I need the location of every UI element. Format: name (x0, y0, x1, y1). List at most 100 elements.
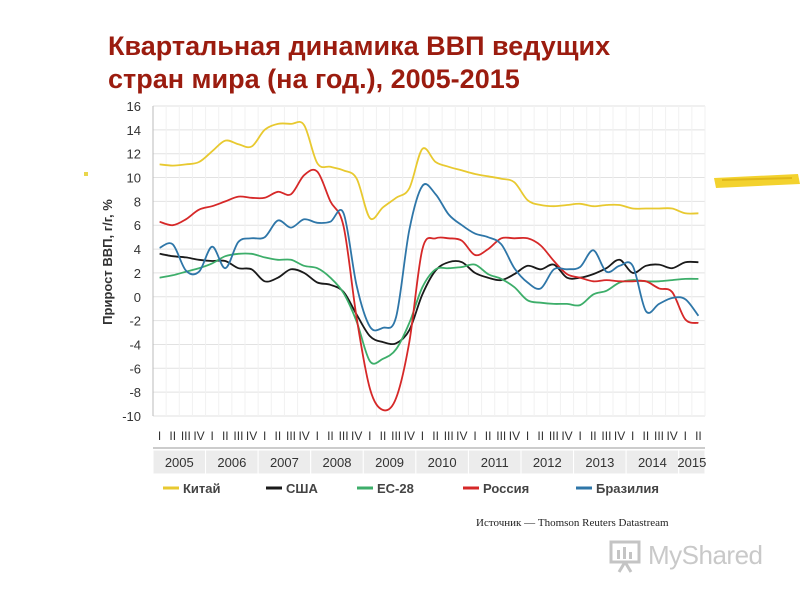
title-line-1: Квартальная динамика ВВП ведущих (108, 31, 611, 61)
logo-text: MyShared (648, 540, 763, 570)
quarter-label: IV (193, 429, 204, 443)
year-label: 2008 (323, 455, 352, 470)
quarter-label: II (643, 429, 650, 443)
year-cell (152, 449, 207, 475)
title-line-2: стран мира (на год.), 2005-2015 (108, 64, 520, 94)
series-line-3 (159, 252, 699, 365)
year-cell (362, 449, 417, 475)
y-axis-label: Прирост ВВП, г/г, % (100, 199, 115, 325)
quarter-label: II (537, 429, 544, 443)
quarter-label: IV (351, 429, 362, 443)
quarter-label: IV (509, 429, 520, 443)
y-tick-label: 6 (134, 218, 141, 233)
year-label: 2009 (375, 455, 404, 470)
quarter-label: II (432, 429, 439, 443)
y-tick-label: 12 (127, 147, 141, 162)
quarter-label: III (339, 429, 349, 443)
quarter-label: IV (298, 429, 309, 443)
legend-label: Бразилия (596, 481, 659, 496)
quarter-label: IV (246, 429, 257, 443)
year-cell (678, 449, 706, 475)
grid-lines (152, 105, 706, 417)
y-tick-label: 14 (127, 123, 141, 138)
x-axis: I II III IV I II III IV I II III IV I II III IV I II III IV… (152, 429, 706, 475)
quarter-label: IV (456, 429, 467, 443)
year-label: 2011 (481, 455, 509, 470)
legend-label: США (286, 481, 318, 496)
quarter-label: II (327, 429, 334, 443)
legend-label: Китай (183, 481, 221, 496)
quarter-label: III (496, 429, 506, 443)
year-label: 2007 (270, 455, 299, 470)
series-line-4 (159, 168, 699, 412)
year-cell (310, 449, 364, 475)
y-tick-label: -10 (122, 409, 141, 424)
quarter-label: IV (561, 429, 572, 443)
quarter-label: I (421, 429, 424, 443)
quarter-label: III (444, 429, 454, 443)
quarter-label: III (549, 429, 559, 443)
year-label: 2013 (585, 455, 614, 470)
quarter-label: III (181, 429, 191, 443)
quarter-label: I (316, 429, 319, 443)
decor-dot (84, 172, 88, 176)
series-line-2 (159, 252, 699, 346)
quarter-label: I (526, 429, 529, 443)
year-label: 2015 (677, 455, 706, 470)
year-cell (467, 449, 522, 475)
logo-icon (609, 540, 641, 573)
y-tick-label: 4 (134, 242, 141, 257)
y-tick-label: 0 (134, 290, 141, 305)
series-line-1 (159, 120, 699, 221)
quarter-label: I (684, 429, 687, 443)
year-label: 2006 (217, 455, 246, 470)
year-cell (520, 449, 575, 475)
quarter-label: I (263, 429, 266, 443)
y-tick-label: 16 (127, 99, 141, 114)
quarter-label: II (485, 429, 492, 443)
quarter-label: I (158, 429, 161, 443)
quarter-label: III (233, 429, 243, 443)
quarter-label: I (578, 429, 581, 443)
quarter-label: II (169, 429, 176, 443)
y-tick-label: -6 (129, 361, 141, 376)
quarter-label: I (368, 429, 371, 443)
y-tick-label: 10 (127, 171, 141, 186)
quarter-label: I (631, 429, 634, 443)
year-cell (257, 449, 312, 475)
quarter-label: II (380, 429, 387, 443)
quarter-label: III (286, 429, 296, 443)
myshared-logo: MyShared (608, 536, 788, 576)
legend-label: Россия (483, 481, 529, 496)
source-note: Источник — Thomson Reuters Datastream (476, 517, 669, 529)
quarter-label: IV (666, 429, 677, 443)
year-label: 2014 (638, 455, 667, 470)
series-line-5 (159, 183, 700, 332)
quarter-label: II (275, 429, 282, 443)
y-tick-label: -4 (129, 337, 141, 352)
year-label: 2010 (428, 455, 457, 470)
legend-label: ЕС-28 (377, 481, 414, 496)
year-cell (573, 449, 627, 475)
year-label: 2012 (533, 455, 562, 470)
quarter-label: I (473, 429, 476, 443)
year-label: 2005 (165, 455, 194, 470)
quarter-label: II (222, 429, 229, 443)
y-tick-label: -8 (129, 385, 141, 400)
year-cell (205, 449, 259, 475)
quarter-label: IV (404, 429, 415, 443)
quarter-label: II (590, 429, 597, 443)
quarter-label: III (654, 429, 664, 443)
page-title: Квартальная динамика ВВП ведущих стран м… (108, 30, 748, 96)
quarter-label: IV (614, 429, 625, 443)
legend: Китай США ЕС-28 Россия Бразилия (163, 481, 659, 496)
y-tick-label: 8 (134, 194, 141, 209)
quarter-label: III (391, 429, 401, 443)
quarter-label: III (601, 429, 611, 443)
series-lines (159, 120, 700, 412)
y-tick-labels: -10 -8 -6 -4 -2 0 2 4 6 8 10 12 14 16 (122, 99, 141, 424)
year-cell (415, 449, 469, 475)
quarter-label: II (695, 429, 702, 443)
quarter-label: I (210, 429, 213, 443)
